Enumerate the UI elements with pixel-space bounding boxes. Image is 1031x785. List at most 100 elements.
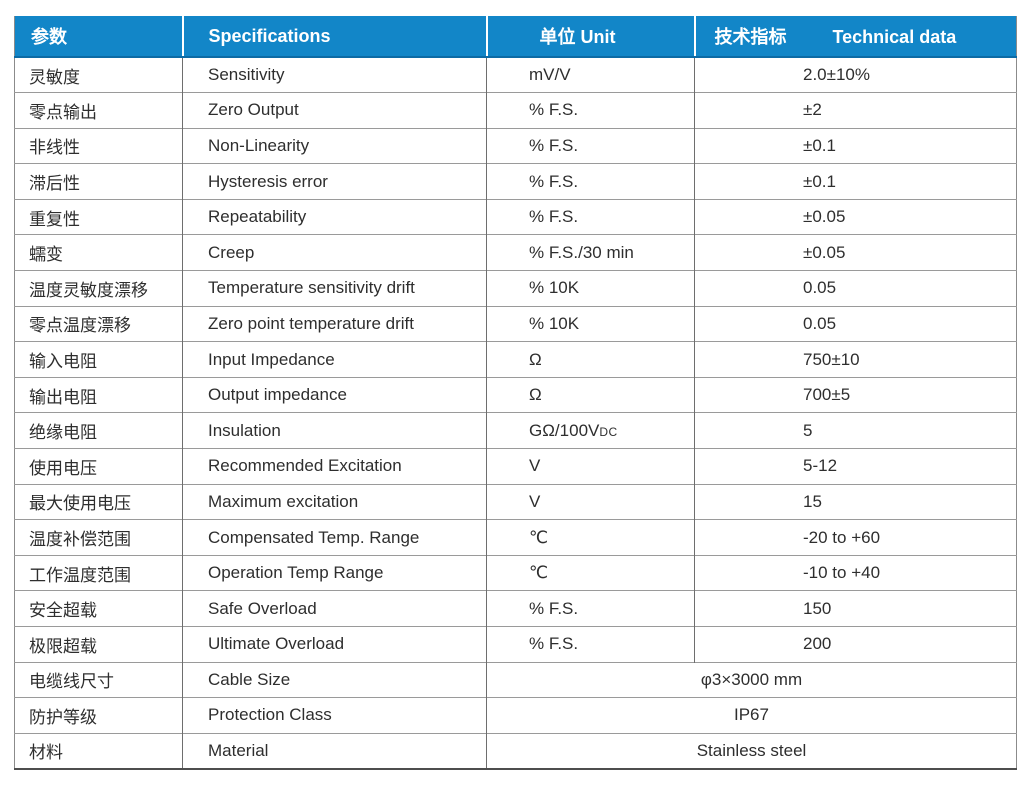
unit-cell: ℃ (486, 554, 695, 591)
table-row: 输出电阻 Output impedance Ω 700±5 (14, 376, 1017, 413)
value-cell: ±0.1 (694, 127, 1017, 164)
param-cell: 温度补偿范围 (14, 519, 183, 556)
value-cell: 5 (694, 412, 1017, 449)
unit-cell: % F.S. (486, 198, 695, 235)
spec-cell: Safe Overload (182, 590, 487, 627)
merged-value-cell: IP67 (486, 697, 1017, 734)
param-cell: 电缆线尺寸 (14, 661, 183, 698)
value-cell: 150 (694, 590, 1017, 627)
spec-cell: Creep (182, 234, 487, 271)
header-row: 参数 Specifications 单位 Unit 技术指标 Technical … (14, 16, 1017, 58)
table-row: 绝缘电阻 Insulation GΩ/100VDC 5 (14, 412, 1017, 449)
table-row: 材料 Material Stainless steel (14, 732, 1017, 769)
spec-cell: Sensitivity (182, 56, 487, 93)
spec-cell: Material (182, 732, 487, 769)
header-technical-data: 技术指标 Technical data (693, 16, 1017, 58)
param-cell: 绝缘电阻 (14, 412, 183, 449)
spec-cell: Input Impedance (182, 341, 487, 378)
table-row: 使用电压 Recommended Excitation V 5-12 (14, 448, 1017, 485)
value-cell: 0.05 (694, 305, 1017, 342)
param-cell: 使用电压 (14, 448, 183, 485)
param-cell: 非线性 (14, 127, 183, 164)
unit-cell: Ω (486, 341, 695, 378)
unit-cell: % F.S./30 min (486, 234, 695, 271)
unit-suffix-text: DC (599, 424, 618, 439)
table-row: 温度补偿范围 Compensated Temp. Range ℃ -20 to … (14, 519, 1017, 556)
unit-cell: % F.S. (486, 92, 695, 129)
table-row: 电缆线尺寸 Cable Size φ3×3000 mm (14, 661, 1017, 698)
header-tech-zh: 技术指标 (714, 27, 787, 47)
unit-text: GΩ/100V (529, 420, 600, 440)
merged-value-cell: Stainless steel (486, 732, 1017, 769)
param-cell: 极限超载 (14, 626, 183, 663)
header-specifications: Specifications (181, 16, 487, 58)
param-cell: 滞后性 (14, 163, 183, 200)
table-row: 零点输出 Zero Output % F.S. ±2 (14, 92, 1017, 129)
unit-cell: mV/V (486, 56, 695, 93)
value-cell: ±0.05 (694, 234, 1017, 271)
table-row: 最大使用电压 Maximum excitation V 15 (14, 483, 1017, 520)
param-cell: 零点温度漂移 (14, 305, 183, 342)
spec-cell: Zero Output (182, 92, 487, 129)
unit-cell: % F.S. (486, 626, 695, 663)
unit-cell: GΩ/100VDC (486, 412, 695, 449)
table-row: 安全超载 Safe Overload % F.S. 150 (14, 590, 1017, 627)
table-row: 防护等级 Protection Class IP67 (14, 697, 1017, 734)
unit-cell: % F.S. (486, 127, 695, 164)
table-row: 蠕变 Creep % F.S./30 min ±0.05 (14, 234, 1017, 271)
table-header: 参数 Specifications 单位 Unit 技术指标 Technical … (14, 16, 1017, 58)
merged-value-cell: φ3×3000 mm (486, 661, 1017, 698)
unit-cell: V (486, 483, 695, 520)
spec-cell: Ultimate Overload (182, 626, 487, 663)
spec-cell: Hysteresis error (182, 163, 487, 200)
table-body: 灵敏度 Sensitivity mV/V 2.0±10% 零点输出 Zero O… (14, 56, 1017, 769)
unit-cell: ℃ (486, 519, 695, 556)
table-row: 输入电阻 Input Impedance Ω 750±10 (14, 341, 1017, 378)
unit-cell: % 10K (486, 305, 695, 342)
param-cell: 安全超载 (14, 590, 183, 627)
value-cell: ±2 (694, 92, 1017, 129)
table-row: 温度灵敏度漂移 Temperature sensitivity drift % … (14, 270, 1017, 307)
unit-cell: % F.S. (486, 590, 695, 627)
table-row: 灵敏度 Sensitivity mV/V 2.0±10% (14, 56, 1017, 93)
value-cell: ±0.05 (694, 198, 1017, 235)
spec-table: 参数 Specifications 单位 Unit 技术指标 Technical … (14, 16, 1017, 770)
spec-cell: Repeatability (182, 198, 487, 235)
table-row: 重复性 Repeatability % F.S. ±0.05 (14, 198, 1017, 235)
param-cell: 重复性 (14, 198, 183, 235)
param-cell: 输入电阻 (14, 341, 183, 378)
header-tech-en: Technical data (832, 27, 957, 47)
spec-cell: Output impedance (182, 376, 487, 413)
value-cell: 750±10 (694, 341, 1017, 378)
table-row: 非线性 Non-Linearity % F.S. ±0.1 (14, 127, 1017, 164)
value-cell: -10 to +40 (694, 554, 1017, 591)
value-cell: -20 to +60 (694, 519, 1017, 556)
value-cell: 15 (694, 483, 1017, 520)
unit-cell: % 10K (486, 270, 695, 307)
param-cell: 温度灵敏度漂移 (14, 270, 183, 307)
param-cell: 零点输出 (14, 92, 183, 129)
spec-cell: Protection Class (182, 697, 487, 734)
value-cell: 700±5 (694, 376, 1017, 413)
param-cell: 防护等级 (14, 697, 183, 734)
spec-cell: Maximum excitation (182, 483, 487, 520)
spec-cell: Temperature sensitivity drift (182, 270, 487, 307)
spec-cell: Operation Temp Range (182, 554, 487, 591)
unit-cell: % F.S. (486, 163, 695, 200)
value-cell: 5-12 (694, 448, 1017, 485)
header-param: 参数 (14, 16, 183, 58)
table-row: 工作温度范围 Operation Temp Range ℃ -10 to +40 (14, 554, 1017, 591)
spec-cell: Insulation (182, 412, 487, 449)
table-row: 滞后性 Hysteresis error % F.S. ±0.1 (14, 163, 1017, 200)
unit-cell: V (486, 448, 695, 485)
value-cell: 200 (694, 626, 1017, 663)
param-cell: 灵敏度 (14, 56, 183, 93)
spec-cell: Compensated Temp. Range (182, 519, 487, 556)
param-cell: 材料 (14, 732, 183, 769)
value-cell: 2.0±10% (694, 56, 1017, 93)
param-cell: 蠕变 (14, 234, 183, 271)
unit-cell: Ω (486, 376, 695, 413)
param-cell: 最大使用电压 (14, 483, 183, 520)
table-row: 零点温度漂移 Zero point temperature drift % 10… (14, 305, 1017, 342)
